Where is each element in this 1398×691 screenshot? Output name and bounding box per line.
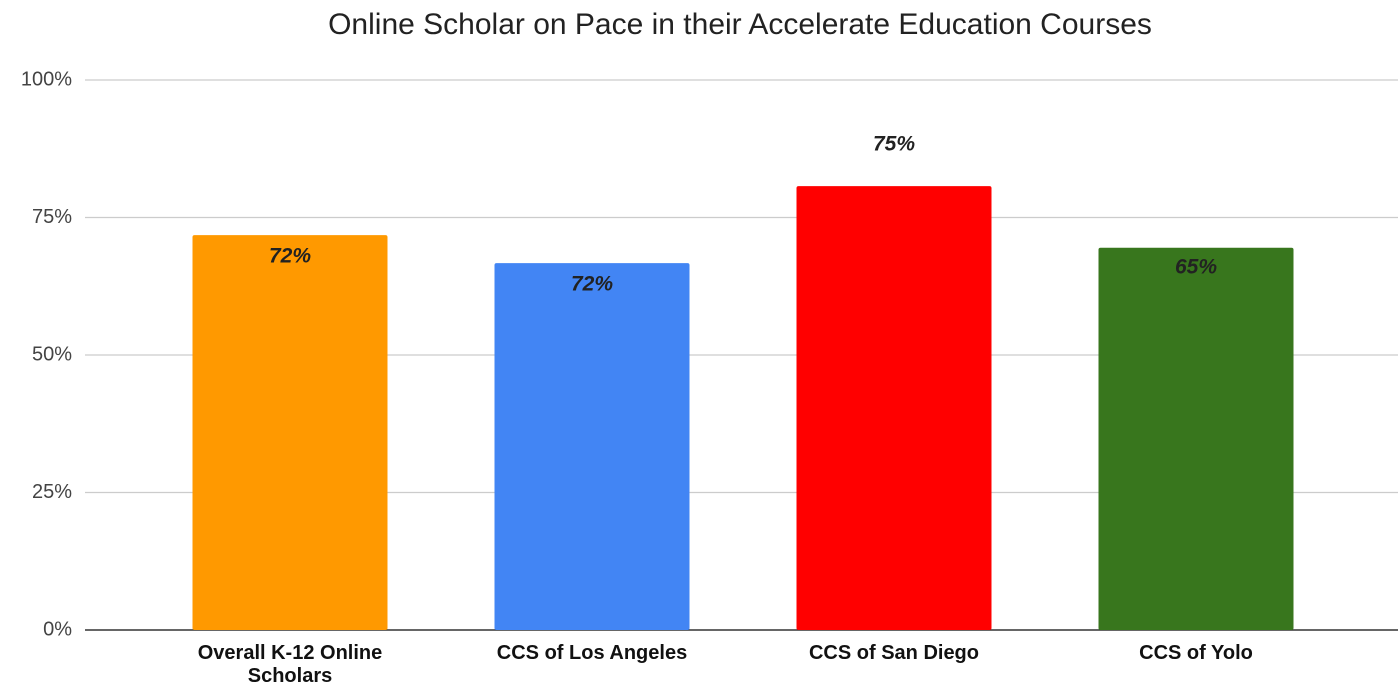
y-tick-label: 25%: [32, 481, 72, 503]
bar: [1098, 247, 1294, 630]
bar-annotation: 75%: [873, 133, 915, 156]
bar-annotation: 65%: [1175, 255, 1217, 278]
bar-annotation: 72%: [571, 273, 613, 296]
x-tick-label: CCS of Yolo: [1139, 642, 1253, 664]
x-tick-label: CCS of San Diego: [808, 642, 979, 664]
bar: [494, 263, 690, 630]
y-tick-label: 100%: [21, 68, 72, 90]
y-tick-label: 0%: [43, 618, 72, 640]
x-tick-label: CCS of Los Angeles: [496, 642, 688, 664]
bar-annotation: 72%: [269, 245, 311, 268]
chart-title: Online Scholar on Pace in their Accelera…: [328, 8, 1152, 41]
x-tick-label: Overall K-12 Online Scholars: [197, 642, 383, 687]
y-tick-label: 50%: [32, 343, 72, 365]
y-tick-label: 75%: [32, 206, 72, 228]
bar: [796, 186, 992, 630]
bar: [192, 235, 388, 630]
